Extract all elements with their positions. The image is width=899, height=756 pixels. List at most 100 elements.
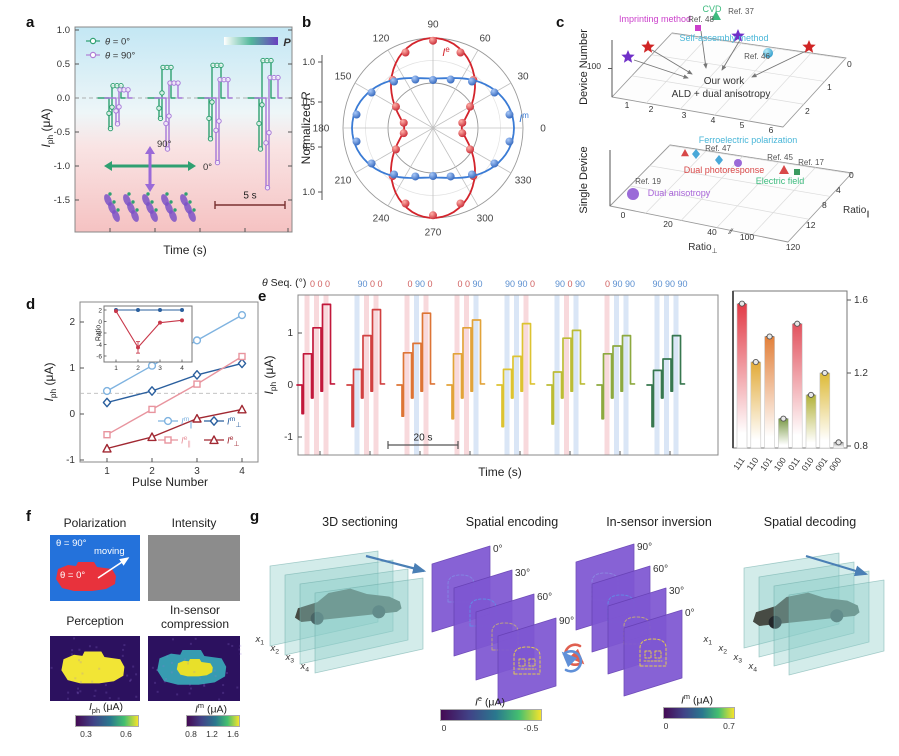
polar-dot-Im — [468, 170, 476, 178]
label-part: (μA) — [100, 701, 123, 713]
label-part: I — [262, 391, 276, 394]
tspan-shape: 2 — [275, 649, 279, 656]
polar-dot-Im — [390, 78, 398, 86]
chart-text: 0 — [287, 380, 293, 391]
c-annotation: Ref. 19 — [635, 177, 661, 186]
f-title-perception: Perception — [66, 614, 123, 628]
noise-dot — [67, 698, 69, 700]
noise-dot — [126, 675, 128, 677]
tspan-shape: 90 — [573, 279, 586, 289]
noise-dot — [171, 662, 173, 664]
a-pulse-marker — [160, 91, 164, 95]
a-pulse-marker — [158, 116, 162, 120]
tspan-shape: 0 — [367, 279, 375, 289]
chart-text: -4 — [96, 342, 102, 349]
colorbar-tick: 0 — [664, 721, 669, 731]
a-pulse-marker — [257, 121, 261, 125]
chart-text: 1.2 — [854, 368, 868, 379]
label-part: I — [39, 144, 53, 147]
noise-dot — [162, 665, 164, 667]
e-bar-marker — [822, 370, 827, 375]
e-scalebar-label: 20 s — [414, 433, 433, 444]
noise-dot — [171, 671, 173, 673]
noise-dot — [98, 668, 100, 670]
tspan-shape: 90 — [555, 279, 565, 289]
polar-dot-Im — [447, 172, 455, 180]
e-bar-marker — [753, 359, 758, 364]
colorbar-tick: 0.8 — [185, 729, 197, 739]
e-seq-label: 90 0 0 — [357, 279, 382, 289]
chart-text: 5 — [740, 120, 745, 130]
crystal-atom — [165, 192, 168, 195]
noise-dot — [95, 690, 97, 692]
polar-dot-Im — [505, 111, 513, 119]
a-pulse-marker — [276, 75, 280, 79]
a-pulse-marker — [269, 58, 273, 62]
label-part: Seq. (°) — [268, 277, 307, 289]
e-seq-label: 90 0 90 — [555, 279, 585, 289]
d-marker-circle — [239, 312, 246, 319]
tspan-shape: 90 — [515, 279, 528, 289]
a-pulse-marker — [117, 105, 121, 109]
e-stripe — [505, 295, 510, 455]
chart-text: 3 — [682, 110, 687, 120]
e-stripe — [324, 295, 329, 455]
d-inset-marker — [136, 308, 140, 312]
e-stripe — [674, 295, 679, 455]
noise-dot — [91, 681, 93, 683]
g-colorbar1-label: Ie (μA) — [475, 694, 505, 709]
g-header-decoding: Spatial decoding — [764, 515, 856, 529]
chart-text: 120 — [373, 33, 390, 44]
d-marker-diamond — [210, 417, 217, 425]
d-legend-label: Ie⊥ — [227, 435, 239, 448]
chart-text: 1 — [625, 100, 630, 110]
e-bar-label: 101 — [758, 455, 774, 473]
e-bar — [820, 373, 830, 448]
noise-dot — [135, 673, 137, 675]
e-stripe — [405, 295, 410, 455]
label-part: (μA) — [42, 363, 56, 389]
e-seq-label: 90 90 0 — [505, 279, 535, 289]
noise-dot — [80, 681, 82, 683]
polar-dot-Ie — [456, 200, 464, 208]
noise-dot — [135, 696, 137, 698]
section-plane — [789, 580, 884, 675]
chart-text: 100 — [740, 232, 754, 242]
noise-dot — [215, 675, 217, 677]
g-header-encoding: Spatial encoding — [466, 515, 558, 529]
g-inversion-angle: 30° — [669, 586, 684, 597]
noise-dot — [74, 677, 76, 679]
g-header-inversion: In-sensor inversion — [606, 515, 712, 529]
f-moving-label: moving — [94, 546, 125, 557]
c-top-ylabel: Device Number — [578, 29, 590, 105]
label-part: ph — [268, 382, 278, 391]
tspan-shape: 4 — [305, 667, 309, 674]
e-bar — [737, 304, 747, 448]
d-marker-diamond — [238, 359, 245, 367]
d-inset-marker — [158, 321, 162, 325]
noise-dot — [189, 692, 191, 694]
noise-dot — [154, 682, 156, 684]
c-annotation: Ref. 37 — [728, 7, 754, 16]
star-marker — [802, 40, 815, 53]
tspan-shape: Ratio — [843, 205, 867, 216]
colorbar-tick: 0.7 — [723, 721, 735, 731]
chart-text: 0 — [849, 170, 854, 180]
panel-e-chart: 10-10 0 0 90 0 00 90 00 0 90 90 90 0 90 0 9… — [284, 279, 868, 473]
a-pulse-marker — [265, 186, 269, 190]
noise-dot — [157, 691, 159, 693]
polar-dot-Ie — [456, 48, 464, 56]
tspan-shape: 0 — [528, 279, 536, 289]
crystal-atom — [192, 208, 195, 211]
label-part: (μA) — [482, 696, 505, 708]
e-stripe — [414, 295, 419, 455]
a-pulse-marker — [207, 116, 211, 120]
g-header-sectioning: 3D sectioning — [322, 515, 398, 529]
f-title-compression: In-sensor compression — [149, 604, 241, 632]
chart-text: 180 — [313, 124, 330, 135]
polar-dot-Ie — [400, 119, 408, 127]
noise-dot — [184, 658, 186, 660]
chart-text: 1.6 — [854, 295, 868, 306]
panel-b-chart: 1.00.50.51.00306090120150180210240270300… — [302, 20, 546, 239]
g-colorbar2 — [663, 707, 735, 719]
